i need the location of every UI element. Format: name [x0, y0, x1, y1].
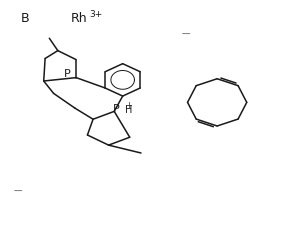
- Text: B: B: [21, 11, 30, 25]
- Text: P: P: [113, 104, 120, 114]
- Text: H: H: [125, 105, 132, 115]
- Text: 3+: 3+: [89, 10, 102, 19]
- Text: −: −: [180, 28, 191, 41]
- Text: Rh: Rh: [70, 11, 87, 25]
- Text: P: P: [63, 69, 70, 79]
- Text: +: +: [125, 101, 132, 110]
- Text: −: −: [13, 185, 23, 198]
